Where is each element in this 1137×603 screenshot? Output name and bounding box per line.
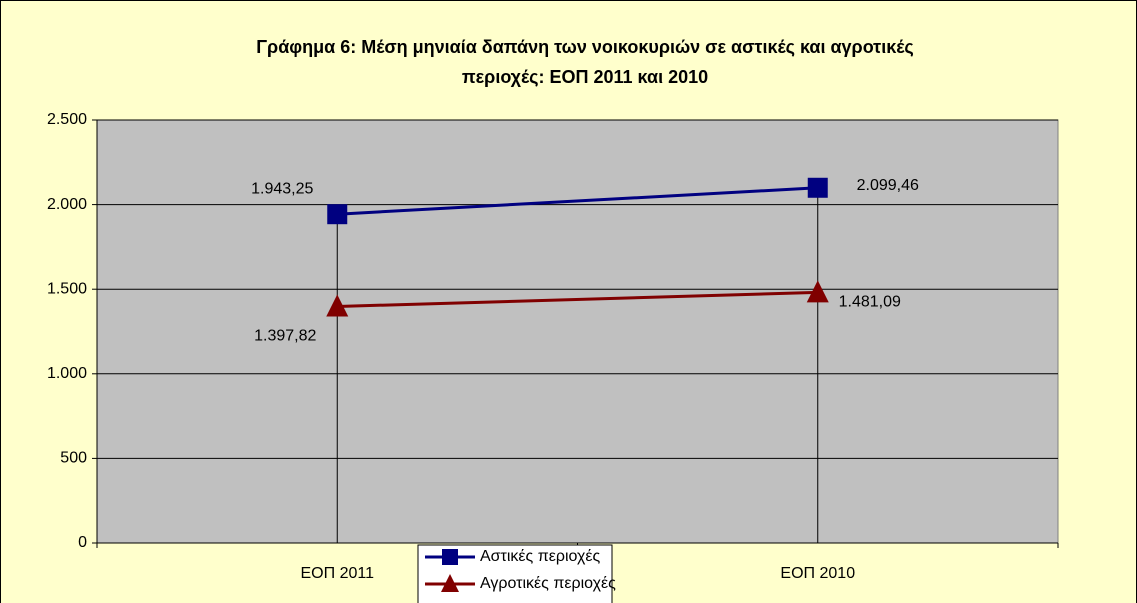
plot-area: [96, 119, 1059, 544]
data-label: 1.397,82: [254, 328, 316, 345]
y-tick-label: 2.000: [47, 196, 87, 213]
x-tick-label: ΕΟΠ 2011: [300, 565, 374, 582]
marker: [442, 549, 458, 565]
marker: [326, 294, 349, 317]
line: [337, 290, 818, 308]
legend-label: Αγροτικές περιοχές: [480, 575, 616, 592]
data-label: 1.943,25: [251, 180, 313, 197]
y-tick-label: 1.000: [47, 365, 87, 382]
y-tick-label: 0: [78, 534, 87, 551]
x-tick-label: ΕΟΠ 2010: [780, 565, 855, 582]
line: [337, 186, 818, 216]
marker: [327, 204, 348, 225]
y-tick-label: 500: [60, 450, 87, 467]
chart-title: περιοχές: ΕΟΠ 2011 και 2010: [462, 67, 708, 87]
chart-title: Γράφημα 6: Μέση μηνιαία δαπάνη των νοικο…: [256, 37, 914, 57]
y-tick-label: 2.500: [47, 111, 87, 128]
marker: [806, 280, 829, 303]
marker: [441, 574, 459, 592]
data-label: 1.481,09: [839, 294, 901, 311]
marker: [807, 177, 828, 198]
legend-label: Αστικές περιοχές: [480, 548, 601, 565]
data-label: 2.099,46: [857, 177, 919, 194]
y-tick-label: 1.500: [47, 280, 87, 297]
